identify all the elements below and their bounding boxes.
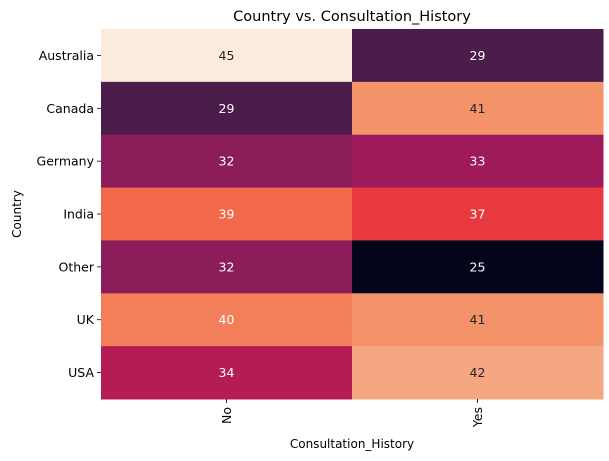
heatmap-cell xyxy=(352,187,604,241)
cell-value-label: 45 xyxy=(219,48,235,63)
cell-value-label: 37 xyxy=(470,207,486,222)
heatmap-cell xyxy=(101,29,353,83)
chart-title: Country vs. Consultation_History xyxy=(233,9,471,25)
heatmap-cell xyxy=(352,81,604,136)
cell-value-label: 33 xyxy=(470,154,486,169)
x-tick-label: Yes xyxy=(470,407,485,428)
heatmap-cell xyxy=(101,134,353,189)
cell-value-label: 39 xyxy=(219,207,235,222)
cell-value-label: 34 xyxy=(219,365,235,380)
heatmap-cell xyxy=(352,240,604,294)
cell-value-label: 41 xyxy=(470,101,486,116)
x-tick-label: No xyxy=(219,407,234,424)
cell-value-label: 41 xyxy=(470,312,486,327)
y-axis-label: Country xyxy=(10,190,24,238)
heatmap-cell xyxy=(101,346,353,400)
cell-value-label: 42 xyxy=(470,365,486,380)
heatmap-cells: 45 29 29 41 32 33 39 37 32 25 40 41 34 42 xyxy=(101,29,604,400)
heatmap-cell xyxy=(352,134,604,189)
y-tick-label: USA xyxy=(68,365,94,380)
cell-value-label: 29 xyxy=(470,48,486,63)
heatmap-cell xyxy=(101,81,353,136)
cell-value-label: 32 xyxy=(219,154,235,169)
cell-value-label: 40 xyxy=(219,312,235,327)
y-tick-label: Germany xyxy=(37,154,95,169)
y-tick-label: UK xyxy=(77,312,95,327)
y-axis: Australia Canada Germany India Other UK USA xyxy=(37,48,101,380)
heatmap-cell xyxy=(352,293,604,347)
cell-value-label: 25 xyxy=(470,259,486,274)
y-tick-label: India xyxy=(63,207,94,222)
y-tick-label: Other xyxy=(59,259,95,274)
heatmap-cell xyxy=(101,240,353,294)
heatmap-cell xyxy=(101,187,353,241)
heatmap-cell xyxy=(352,346,604,400)
cell-value-label: 32 xyxy=(219,259,235,274)
x-axis: No Yes xyxy=(219,399,485,428)
y-tick-label: Canada xyxy=(46,101,94,116)
cell-value-label: 29 xyxy=(219,101,235,116)
x-axis-label: Consultation_History xyxy=(290,437,414,451)
y-tick-label: Australia xyxy=(39,48,94,63)
heatmap-cell xyxy=(352,29,604,83)
heatmap-cell xyxy=(101,293,353,347)
